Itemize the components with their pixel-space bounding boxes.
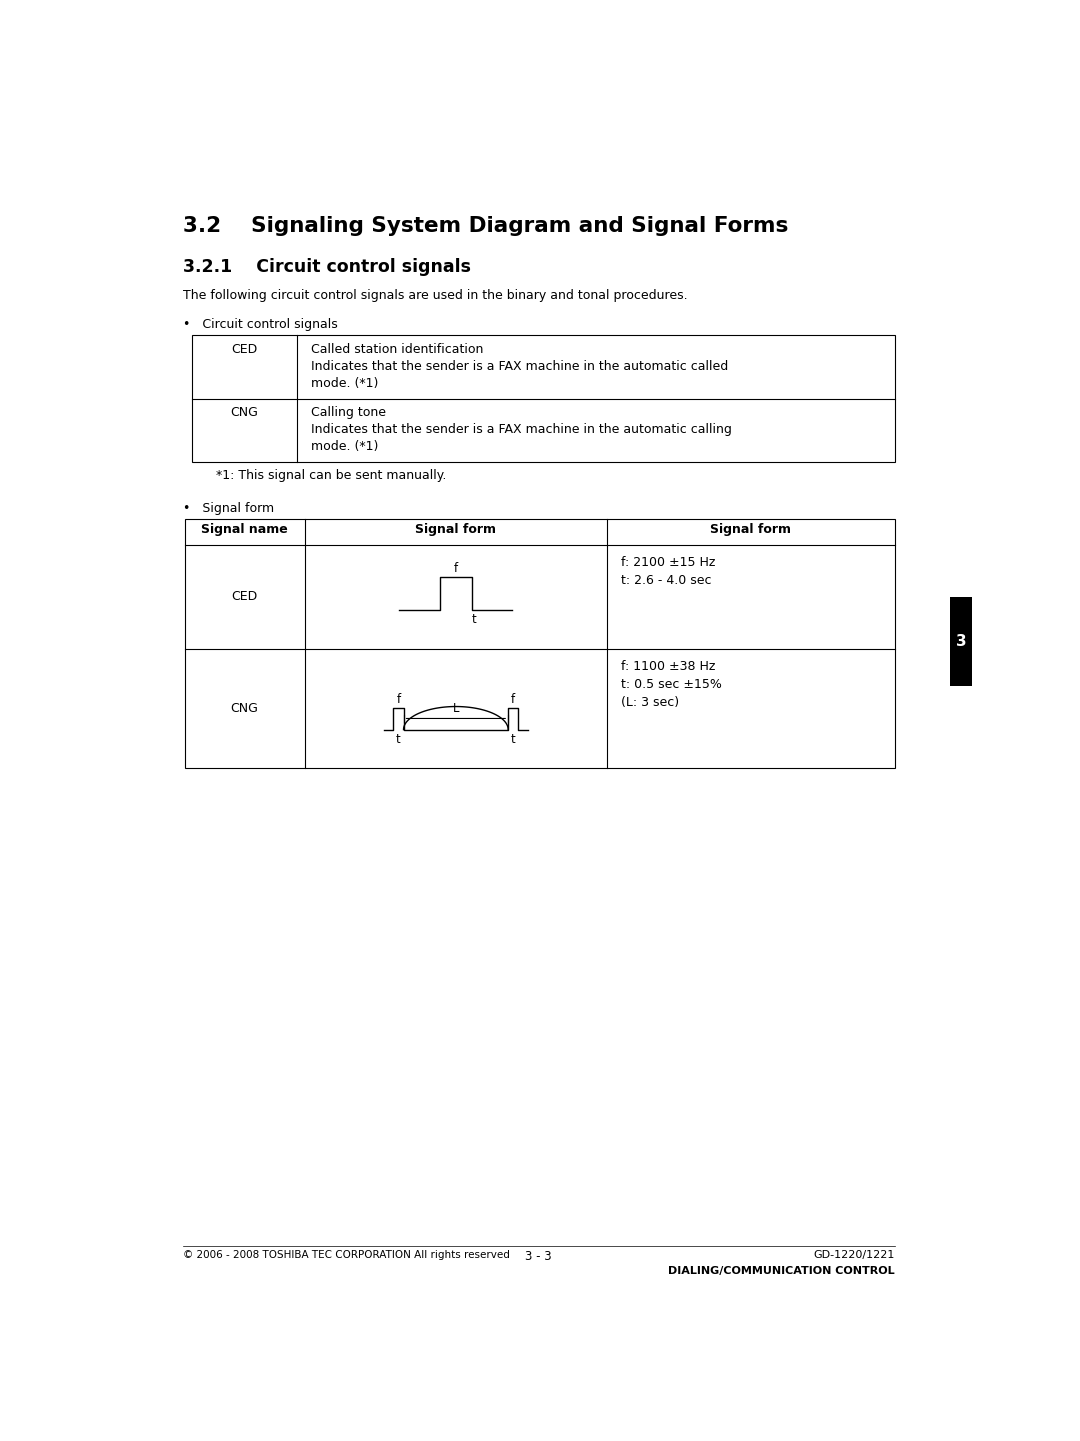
Text: *1: This signal can be sent manually.: *1: This signal can be sent manually. (216, 470, 446, 483)
Text: CNG: CNG (231, 702, 258, 715)
Text: 3.2    Signaling System Diagram and Signal Forms: 3.2 Signaling System Diagram and Signal … (183, 216, 788, 236)
Text: f: 2100 ±15 Hz
t: 2.6 - 4.0 sec: f: 2100 ±15 Hz t: 2.6 - 4.0 sec (621, 556, 715, 588)
Text: CED: CED (231, 343, 258, 356)
Text: t: t (396, 732, 401, 745)
Text: t: t (471, 614, 476, 627)
Text: Signal form: Signal form (711, 523, 792, 536)
Text: f: f (454, 562, 458, 575)
Text: L: L (453, 702, 459, 715)
Text: 3 - 3: 3 - 3 (526, 1251, 552, 1264)
Bar (185, 519, 894, 768)
Text: CED: CED (231, 591, 258, 604)
Text: Signal form: Signal form (416, 523, 497, 536)
Bar (950, 597, 972, 686)
Text: Called station identification
Indicates that the sender is a FAX machine in the : Called station identification Indicates … (311, 343, 728, 391)
Text: •   Signal form: • Signal form (183, 501, 274, 514)
Text: 3.2.1    Circuit control signals: 3.2.1 Circuit control signals (183, 258, 471, 277)
Text: f: f (511, 693, 515, 706)
Text: Calling tone
Indicates that the sender is a FAX machine in the automatic calling: Calling tone Indicates that the sender i… (311, 406, 732, 454)
Text: t: t (511, 732, 515, 745)
Text: © 2006 - 2008 TOSHIBA TEC CORPORATION All rights reserved: © 2006 - 2008 TOSHIBA TEC CORPORATION Al… (183, 1251, 510, 1259)
Text: CNG: CNG (231, 406, 258, 419)
Text: 3: 3 (956, 634, 967, 648)
Text: GD-1220/1221: GD-1220/1221 (813, 1251, 894, 1259)
Text: f: 1100 ±38 Hz
t: 0.5 sec ±15%
(L: 3 sec): f: 1100 ±38 Hz t: 0.5 sec ±15% (L: 3 sec… (621, 660, 721, 709)
Text: The following circuit control signals are used in the binary and tonal procedure: The following circuit control signals ar… (183, 290, 688, 303)
Bar (192, 336, 894, 461)
Text: DIALING/COMMUNICATION CONTROL: DIALING/COMMUNICATION CONTROL (667, 1265, 894, 1275)
Text: Signal name: Signal name (201, 523, 288, 536)
Text: f: f (396, 693, 401, 706)
Text: •   Circuit control signals: • Circuit control signals (183, 318, 338, 331)
